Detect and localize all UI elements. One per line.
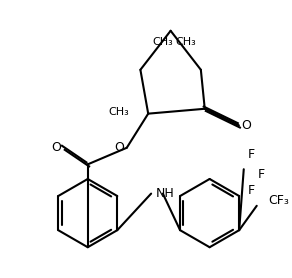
Text: CH₃: CH₃: [152, 38, 173, 48]
Text: NH: NH: [156, 187, 175, 200]
Text: F: F: [258, 168, 265, 181]
Text: CH₃: CH₃: [108, 107, 129, 117]
Text: F: F: [248, 148, 255, 161]
Text: O: O: [114, 141, 124, 154]
Text: CH₃: CH₃: [176, 38, 197, 48]
Text: O: O: [52, 141, 62, 154]
Text: F: F: [248, 184, 255, 197]
Text: CF₃: CF₃: [268, 194, 289, 207]
Text: O: O: [241, 119, 251, 132]
